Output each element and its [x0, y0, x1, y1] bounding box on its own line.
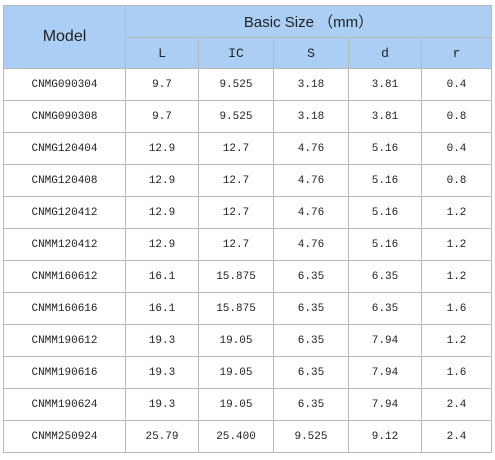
value-cell: 0.4: [420, 132, 493, 165]
value-cell: 4.76: [273, 228, 349, 261]
model-cell: CNMG120408: [3, 164, 126, 197]
value-cell: 9.525: [273, 420, 349, 453]
value-cell: 6.35: [348, 260, 422, 293]
value-cell: 19.3: [125, 356, 199, 389]
table-row: CNMG120408 12.9 12.7 4.76 5.16 0.8: [3, 164, 493, 197]
value-cell: 1.2: [420, 228, 493, 261]
value-cell: 19.3: [125, 388, 199, 421]
value-cell: 5.16: [348, 228, 422, 261]
value-cell: 9.525: [198, 100, 274, 133]
value-cell: 6.35: [273, 292, 349, 325]
value-cell: 19.3: [125, 324, 199, 357]
value-cell: 16.1: [125, 260, 199, 293]
model-cell: CNMM190624: [3, 388, 126, 421]
value-cell: 12.9: [125, 228, 199, 261]
value-cell: 9.12: [348, 420, 422, 453]
value-cell: 1.2: [420, 324, 493, 357]
value-cell: 19.05: [198, 324, 274, 357]
value-cell: 0.4: [420, 68, 493, 101]
table-row: CNMM160616 16.1 15.875 6.35 6.35 1.6: [3, 292, 493, 325]
table-row: CNMG090308 9.7 9.525 3.18 3.81 0.8: [3, 100, 493, 133]
value-cell: 1.6: [420, 356, 493, 389]
table-row: CNMM160612 16.1 15.875 6.35 6.35 1.2: [3, 260, 493, 293]
model-cell: CNMM190616: [3, 356, 126, 389]
value-cell: 12.7: [198, 196, 274, 229]
value-cell: 6.35: [273, 260, 349, 293]
value-cell: 7.94: [348, 356, 422, 389]
value-cell: 1.2: [420, 260, 493, 293]
value-cell: 12.7: [198, 132, 274, 165]
value-cell: 9.525: [198, 68, 274, 101]
value-cell: 25.79: [125, 420, 199, 453]
value-cell: 4.76: [273, 196, 349, 229]
model-cell: CNMM250924: [3, 420, 126, 453]
value-cell: 12.7: [198, 164, 274, 197]
value-cell: 0.8: [420, 100, 493, 133]
table-row: CNMG120412 12.9 12.7 4.76 5.16 1.2: [3, 196, 493, 229]
value-cell: 12.7: [198, 228, 274, 261]
value-cell: 25.400: [198, 420, 274, 453]
value-cell: 3.18: [273, 100, 349, 133]
value-cell: 19.05: [198, 356, 274, 389]
value-cell: 1.2: [420, 196, 493, 229]
value-cell: 6.35: [273, 324, 349, 357]
model-cell: CNMM120412: [3, 228, 126, 261]
value-cell: 6.35: [273, 388, 349, 421]
model-header: Model: [3, 5, 126, 69]
model-cell: CNMM160612: [3, 260, 126, 293]
value-cell: 3.81: [348, 68, 422, 101]
value-cell: 19.05: [198, 388, 274, 421]
value-cell: 6.35: [273, 356, 349, 389]
model-cell: CNMG090308: [3, 100, 126, 133]
value-cell: 4.76: [273, 164, 349, 197]
table-row: CNMM190624 19.3 19.05 6.35 7.94 2.4: [3, 388, 493, 421]
value-cell: 7.94: [348, 324, 422, 357]
table-row: CNMM120412 12.9 12.7 4.76 5.16 1.2: [3, 228, 493, 261]
column-header: r: [420, 37, 493, 69]
table-row: CNMG120404 12.9 12.7 4.76 5.16 0.4: [3, 132, 493, 165]
value-cell: 7.94: [348, 388, 422, 421]
table-row: CNMM250924 25.79 25.400 9.525 9.12 2.4: [3, 420, 493, 453]
table-row: CNMM190616 19.3 19.05 6.35 7.94 1.6: [3, 356, 493, 389]
model-cell: CNMG120412: [3, 196, 126, 229]
value-cell: 9.7: [125, 68, 199, 101]
column-header: IC: [198, 37, 274, 69]
column-header: L: [125, 37, 199, 69]
value-cell: 5.16: [348, 132, 422, 165]
value-cell: 1.6: [420, 292, 493, 325]
value-cell: 4.76: [273, 132, 349, 165]
table-row: CNMM190612 19.3 19.05 6.35 7.94 1.2: [3, 324, 493, 357]
header-row: Model Basic Size （mm）: [3, 5, 493, 69]
value-cell: 2.4: [420, 388, 493, 421]
value-cell: 3.18: [273, 68, 349, 101]
value-cell: 9.7: [125, 100, 199, 133]
value-cell: 6.35: [348, 292, 422, 325]
value-cell: 15.875: [198, 292, 274, 325]
value-cell: 5.16: [348, 164, 422, 197]
value-cell: 16.1: [125, 292, 199, 325]
value-cell: 3.81: [348, 100, 422, 133]
value-cell: 12.9: [125, 132, 199, 165]
table-body: CNMG090304 9.7 9.525 3.18 3.81 0.4 CNMG090308 9…: [3, 68, 493, 453]
value-cell: 15.875: [198, 260, 274, 293]
value-cell: 0.8: [420, 164, 493, 197]
value-cell: 2.4: [420, 420, 493, 453]
value-cell: 12.9: [125, 196, 199, 229]
model-cell: CNMM160616: [3, 292, 126, 325]
column-header: S: [273, 37, 349, 69]
model-cell: CNMG090304: [3, 68, 126, 101]
value-cell: 12.9: [125, 164, 199, 197]
model-cell: CNMM190612: [3, 324, 126, 357]
value-cell: 5.16: [348, 196, 422, 229]
column-header: d: [348, 37, 422, 69]
table-row: CNMG090304 9.7 9.525 3.18 3.81 0.4: [3, 68, 493, 101]
basic-size-header: Basic Size （mm）: [124, 5, 493, 38]
model-cell: CNMG120404: [3, 132, 126, 165]
